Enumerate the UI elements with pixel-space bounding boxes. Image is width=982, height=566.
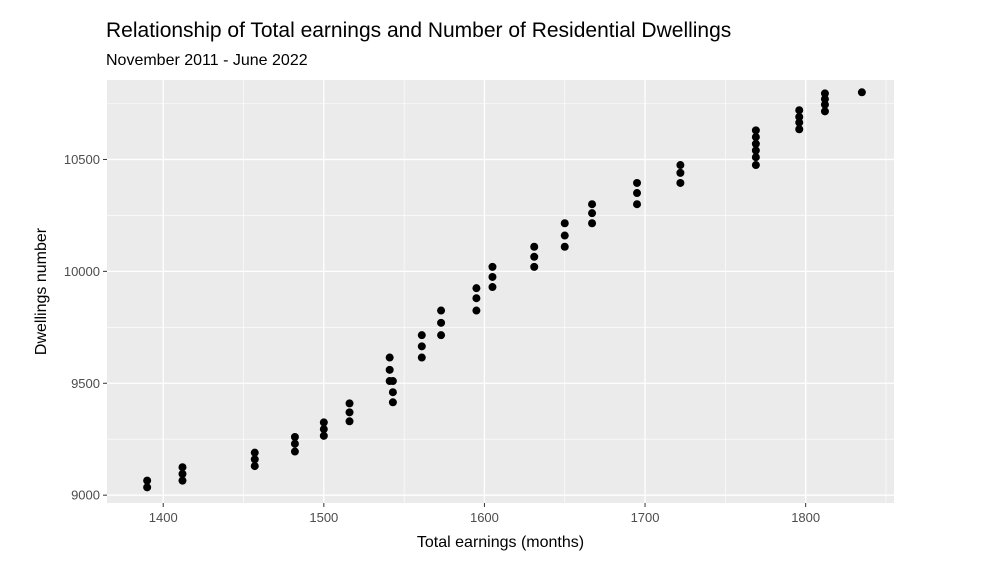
data-points <box>143 88 866 492</box>
data-point <box>751 153 760 162</box>
data-point <box>345 417 354 426</box>
data-point <box>633 189 642 198</box>
data-point <box>751 133 760 142</box>
data-point <box>388 377 397 386</box>
data-point <box>290 439 299 448</box>
data-point <box>437 331 446 340</box>
plot-panel <box>107 80 894 503</box>
x-axis-label: Total earnings (months) <box>417 534 584 551</box>
data-point <box>250 455 259 464</box>
data-point <box>676 178 685 187</box>
data-point <box>250 462 259 471</box>
data-point <box>633 178 642 187</box>
data-point <box>417 331 426 340</box>
data-point <box>560 242 569 251</box>
y-axis-ticks: 9000 9500 10000 10500 <box>64 152 107 503</box>
x-tick-label: 1600 <box>470 510 499 525</box>
data-point <box>857 88 866 97</box>
data-point <box>143 483 152 492</box>
data-point <box>633 200 642 209</box>
data-point <box>676 161 685 170</box>
data-point <box>319 425 328 434</box>
data-point <box>388 398 397 407</box>
y-tick-label: 10500 <box>64 152 100 167</box>
data-point <box>345 399 354 408</box>
data-point <box>751 146 760 155</box>
data-point <box>437 318 446 327</box>
data-point <box>588 200 597 209</box>
chart-subtitle: November 2011 - June 2022 <box>106 52 308 69</box>
data-point <box>560 231 569 240</box>
x-tick-label: 1700 <box>631 510 660 525</box>
y-tick-label: 9500 <box>71 376 100 391</box>
x-axis-ticks: 1400 1500 1600 1700 1800 <box>149 503 820 525</box>
data-point <box>751 139 760 148</box>
data-point <box>472 284 481 293</box>
data-point <box>795 112 804 121</box>
data-point <box>588 209 597 218</box>
data-point <box>472 306 481 315</box>
minor-gridlines <box>107 80 894 503</box>
data-point <box>676 168 685 177</box>
data-point <box>388 388 397 397</box>
data-point <box>751 126 760 135</box>
data-point <box>250 448 259 457</box>
data-point <box>820 107 829 116</box>
data-point <box>319 431 328 440</box>
data-point <box>437 306 446 315</box>
y-tick-label: 10000 <box>64 264 100 279</box>
data-point <box>417 342 426 351</box>
y-tick-label: 9000 <box>71 488 100 503</box>
data-point <box>345 408 354 417</box>
x-tick-label: 1400 <box>149 510 178 525</box>
data-point <box>530 262 539 271</box>
data-point <box>385 365 394 374</box>
data-point <box>820 89 829 98</box>
data-point <box>795 106 804 115</box>
data-point <box>143 476 152 485</box>
data-point <box>488 283 497 292</box>
y-axis-label: Dwellings number <box>33 227 50 355</box>
data-point <box>751 161 760 170</box>
data-point <box>795 125 804 134</box>
data-point <box>820 95 829 104</box>
data-point <box>290 432 299 441</box>
data-point <box>530 242 539 251</box>
data-point <box>319 418 328 427</box>
x-tick-label: 1800 <box>791 510 820 525</box>
data-point <box>417 353 426 362</box>
data-point <box>178 469 187 478</box>
data-point <box>560 219 569 228</box>
data-point <box>385 353 394 362</box>
data-point <box>290 447 299 456</box>
data-point <box>178 463 187 472</box>
chart-title: Relationship of Total earnings and Numbe… <box>106 19 732 42</box>
data-point <box>530 252 539 261</box>
data-point <box>795 118 804 127</box>
data-point <box>472 294 481 303</box>
data-point <box>588 219 597 228</box>
data-point <box>488 262 497 271</box>
major-gridlines <box>107 80 894 503</box>
x-tick-label: 1500 <box>309 510 338 525</box>
data-point <box>178 476 187 485</box>
data-point <box>820 100 829 109</box>
data-point <box>488 272 497 281</box>
